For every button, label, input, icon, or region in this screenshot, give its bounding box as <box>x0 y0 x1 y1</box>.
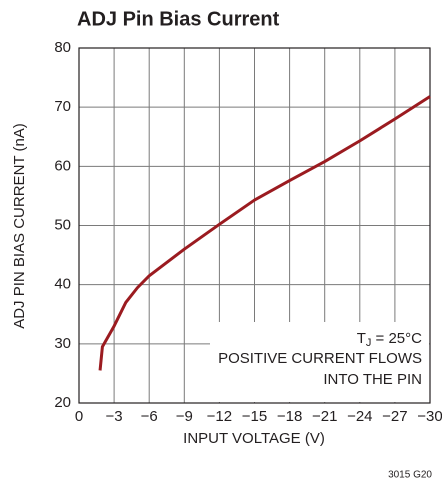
x-tick-label: −30 <box>417 408 442 425</box>
y-tick-label: 20 <box>54 394 71 411</box>
annotation-box <box>210 322 429 402</box>
annotation-line: INTO THE PIN <box>323 371 422 388</box>
y-axis-label: ADJ PIN BIAS CURRENT (nA) <box>11 123 28 329</box>
annotation-symbol: T <box>357 330 366 347</box>
x-tick-label: −3 <box>106 408 123 425</box>
x-axis-label: INPUT VOLTAGE (V) <box>183 430 325 447</box>
footer: 3015 G20 <box>388 470 432 481</box>
x-tick-label: −6 <box>141 408 158 425</box>
annotation: TJ = 25°C <box>357 330 422 349</box>
data-line <box>98 95 431 371</box>
x-tick-label: −18 <box>277 408 302 425</box>
annotation-condition: = 25°C <box>371 330 422 347</box>
chart-title: ADJ Pin Bias Current <box>77 8 280 30</box>
x-tick-label: 0 <box>75 408 83 425</box>
y-tick-label: 50 <box>54 216 71 233</box>
x-tick-label: −27 <box>382 408 407 425</box>
plot-frame <box>78 47 431 404</box>
y-tick-label: 70 <box>54 98 71 115</box>
y-tick-label: 40 <box>54 276 71 293</box>
x-tick-label: −24 <box>347 408 372 425</box>
x-tick-label: −15 <box>242 408 267 425</box>
y-tick-label: 60 <box>54 157 71 174</box>
annotation-subscript: J <box>366 337 372 349</box>
x-tick-label: −12 <box>207 408 232 425</box>
y-tick-label: 30 <box>54 335 71 352</box>
y-tick-label: 80 <box>54 39 71 56</box>
annotation-line: POSITIVE CURRENT FLOWS <box>218 350 422 367</box>
x-tick-label: −21 <box>312 408 337 425</box>
x-tick-label: −9 <box>176 408 193 425</box>
